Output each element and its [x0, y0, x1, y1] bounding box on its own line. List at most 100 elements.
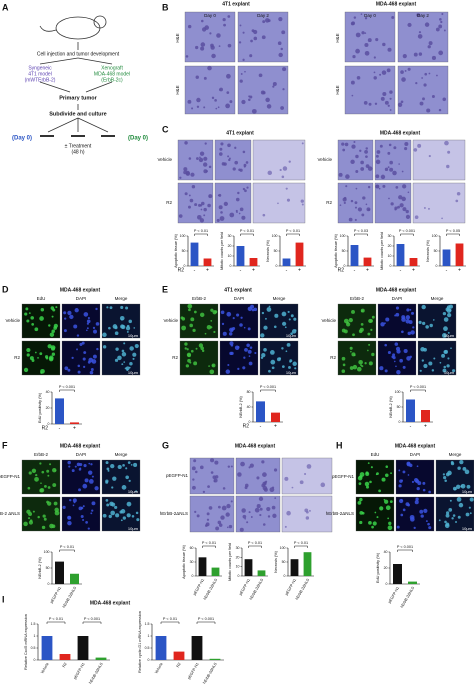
cell [364, 362, 367, 365]
label: 10μm [286, 370, 297, 375]
cell [122, 516, 127, 520]
cell [239, 207, 244, 212]
significance-bracket [59, 549, 75, 552]
cell [196, 215, 202, 220]
cell [259, 513, 262, 517]
cell [262, 523, 266, 526]
cell [210, 471, 214, 474]
label: EdU [37, 296, 46, 301]
label: MDA-468 explant [380, 130, 421, 136]
x-tick-label: - [59, 425, 61, 431]
bar [244, 559, 253, 576]
cell [342, 363, 346, 367]
cell [87, 470, 93, 475]
cell [401, 77, 406, 82]
cell [267, 515, 271, 518]
cell [353, 16, 357, 19]
cell [229, 327, 234, 333]
cell [384, 473, 389, 478]
label: MDA-468 explant [60, 287, 101, 293]
cell [413, 148, 418, 152]
cell [29, 519, 33, 522]
cell [273, 325, 277, 329]
cell [28, 312, 31, 315]
cell [284, 525, 287, 528]
bar [271, 412, 280, 422]
cell [270, 359, 276, 365]
cell [129, 346, 134, 351]
y-tick-label: 50 [342, 249, 346, 253]
cell [424, 72, 428, 76]
cell [374, 102, 378, 105]
y-tick-label: 0 [148, 658, 150, 662]
bar [256, 401, 265, 422]
label: hErbB-2ΔNLS [326, 511, 354, 516]
cell [237, 191, 240, 195]
cell [240, 461, 245, 467]
cell [390, 202, 394, 206]
cell [355, 48, 360, 54]
cell [73, 324, 78, 329]
label: Syngeneic [28, 65, 52, 71]
cell [90, 463, 93, 466]
cell [181, 325, 187, 331]
cell [83, 312, 89, 317]
cell [256, 504, 261, 509]
panel-letter: D [2, 284, 9, 294]
cell [102, 345, 107, 349]
cell [439, 361, 442, 364]
significance-bracket [240, 233, 254, 236]
cell [83, 464, 87, 468]
cell [274, 497, 277, 499]
significance-bracket [260, 389, 276, 392]
cell [228, 524, 233, 529]
cell [344, 142, 349, 147]
p-value: P < 0.01 [60, 545, 74, 549]
cell [67, 310, 72, 316]
cell [445, 472, 450, 477]
cell [52, 308, 56, 312]
cell [402, 207, 407, 212]
cell [406, 356, 411, 361]
label: Xenograft [101, 65, 123, 71]
y-tick-label: 100 [272, 234, 278, 238]
x-tick-label: + [252, 267, 255, 273]
bar [198, 557, 207, 576]
cell [125, 326, 131, 331]
cell [262, 91, 266, 95]
cell [352, 54, 356, 59]
cell [232, 317, 235, 320]
x-tick-label: - [400, 267, 402, 273]
bar [190, 242, 199, 266]
bar [442, 249, 451, 266]
cell [403, 348, 408, 354]
cell [121, 352, 127, 357]
cell [127, 461, 131, 464]
cell [376, 472, 379, 476]
cell [208, 506, 213, 510]
cell [204, 332, 207, 335]
bar [209, 658, 221, 660]
y-tick-label: 0 [48, 582, 50, 586]
cell [381, 477, 386, 482]
cell [460, 483, 466, 489]
p-value: P < 0.001 [84, 617, 100, 621]
cell [200, 42, 206, 47]
cell [55, 306, 58, 309]
label: MDA-468 explant [376, 1, 417, 7]
cell [37, 515, 40, 519]
cell [262, 213, 266, 217]
significance-bracket [160, 621, 180, 624]
cell [196, 97, 201, 103]
cell [242, 366, 246, 370]
cell [225, 369, 231, 374]
cell [196, 105, 200, 108]
cell [271, 505, 276, 510]
cell [117, 464, 122, 470]
cell [206, 518, 210, 521]
cell [441, 217, 443, 220]
cell [190, 172, 195, 177]
cell [404, 146, 408, 151]
cell [183, 167, 188, 172]
cell [351, 310, 355, 314]
